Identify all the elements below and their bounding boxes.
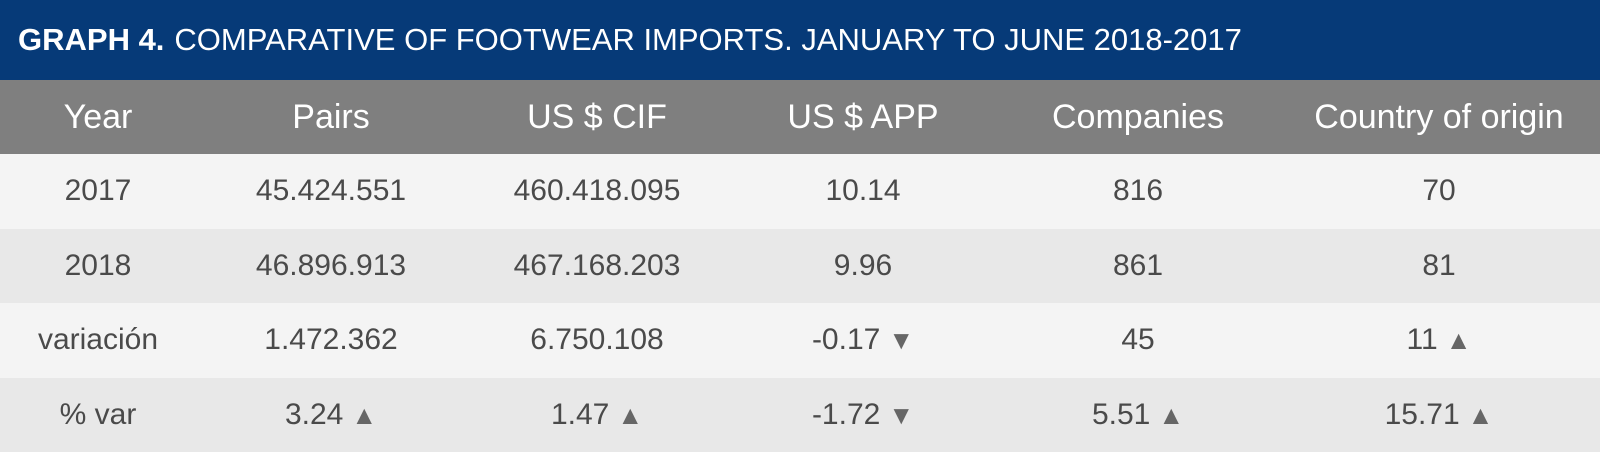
table-cell: 5.51 ▲ — [998, 377, 1278, 452]
cell-value: 70 — [1422, 174, 1456, 208]
cell-value: 861 — [1112, 248, 1164, 282]
up-arrow-icon: ▲ — [1467, 399, 1494, 430]
table-body: 2017 45.424.551 460.418.095 10.14 816 70 2018 4… — [0, 154, 1600, 452]
table-cell: 816 — [998, 154, 1278, 229]
cell-value: 3.24 — [284, 397, 344, 431]
down-arrow-icon: ▼ — [888, 325, 915, 356]
cell-value: 467.168.203 — [513, 248, 681, 282]
cell-value: 9.96 — [833, 248, 893, 282]
table-row: 2017 45.424.551 460.418.095 10.14 816 70 — [0, 154, 1600, 229]
row-label: variación — [0, 303, 196, 378]
table-cell: 46.896.913 — [196, 228, 466, 303]
table-cell: 15.71 ▲ — [1278, 377, 1600, 452]
row-label: 2017 — [0, 154, 196, 229]
table-cell: 1.472.362 — [196, 303, 466, 378]
cell-value: 816 — [1112, 174, 1164, 208]
table-header-row: Year Pairs US $ CIF US $ APP Companies C… — [0, 80, 1600, 154]
up-arrow-icon: ▲ — [351, 399, 378, 430]
table-cell: 3.24 ▲ — [196, 377, 466, 452]
cell-value: 10.14 — [825, 174, 901, 208]
table-row: 2018 46.896.913 467.168.203 9.96 861 81 — [0, 228, 1600, 303]
table-cell: 1.47 ▲ — [466, 377, 728, 452]
table-cell: 460.418.095 — [466, 154, 728, 229]
table-cell: 10.14 — [728, 154, 998, 229]
table-cell: 45.424.551 — [196, 154, 466, 229]
table-cell: 70 — [1278, 154, 1600, 229]
header-us-app: US $ APP — [728, 80, 998, 154]
graph-title-lead: GRAPH 4. — [18, 22, 165, 57]
cell-value: 460.418.095 — [513, 174, 681, 208]
cell-value: 46.896.913 — [255, 248, 407, 282]
table-cell: 9.96 — [728, 228, 998, 303]
cell-value: 45 — [1121, 323, 1155, 357]
cell-value: 45.424.551 — [255, 174, 407, 208]
table-row: variación 1.472.362 6.750.108 -0.17 ▼ 45 11 ▲ — [0, 303, 1600, 378]
table-cell: -1.72 ▼ — [728, 377, 998, 452]
up-arrow-icon: ▲ — [617, 399, 644, 430]
cell-value: 81 — [1422, 248, 1456, 282]
table-cell: 861 — [998, 228, 1278, 303]
table-cell: 11 ▲ — [1278, 303, 1600, 378]
up-arrow-icon: ▲ — [1445, 325, 1472, 356]
table-cell: 6.750.108 — [466, 303, 728, 378]
graph-title-text: COMPARATIVE OF FOOTWEAR IMPORTS. JANUARY… — [174, 22, 1242, 57]
cell-value: 11 — [1406, 323, 1438, 357]
cell-value: 5.51 — [1091, 397, 1151, 431]
cell-value: -0.17 — [811, 323, 881, 357]
down-arrow-icon: ▼ — [888, 399, 915, 430]
cell-value: -1.72 — [811, 397, 881, 431]
graph-title: GRAPH 4. COMPARATIVE OF FOOTWEAR IMPORTS… — [0, 0, 1600, 80]
cell-value: 1.472.362 — [264, 323, 398, 357]
table-cell: 45 — [998, 303, 1278, 378]
table-row: % var 3.24 ▲ 1.47 ▲ -1.72 ▼ 5.51 ▲ 15.71 ▲ — [0, 377, 1600, 452]
header-us-cif: US $ CIF — [466, 80, 728, 154]
header-pairs: Pairs — [196, 80, 466, 154]
cell-value: 1.47 — [550, 397, 610, 431]
imports-table: Year Pairs US $ CIF US $ APP Companies C… — [0, 80, 1600, 452]
up-arrow-icon: ▲ — [1158, 399, 1185, 430]
header-country-of-origin: Country of origin — [1278, 80, 1600, 154]
table-cell: -0.17 ▼ — [728, 303, 998, 378]
header-year: Year — [0, 80, 196, 154]
table-cell: 467.168.203 — [466, 228, 728, 303]
row-label: % var — [0, 377, 196, 452]
table-cell: 81 — [1278, 228, 1600, 303]
row-label: 2018 — [0, 228, 196, 303]
header-companies: Companies — [998, 80, 1278, 154]
cell-value: 15.71 — [1384, 397, 1460, 431]
cell-value: 6.750.108 — [530, 323, 664, 357]
